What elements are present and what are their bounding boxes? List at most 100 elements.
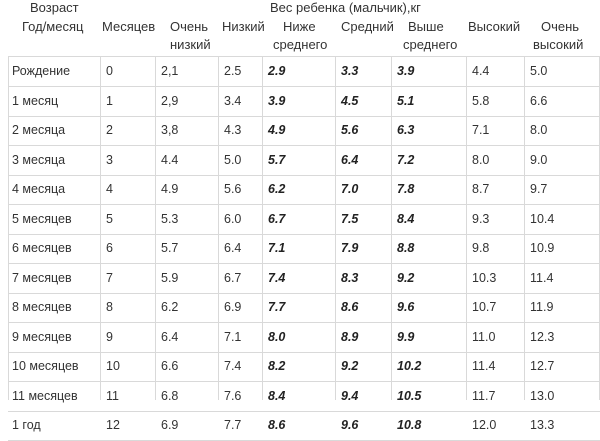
grid-line (335, 56, 336, 400)
cell-age: 3 месяца (12, 152, 66, 167)
cell-months: 12 (106, 418, 120, 432)
table-row: 1 год 12 6.9 7.7 8.6 9.6 10.8 12.0 13.3 (0, 411, 600, 441)
cell-very-high: 12.3 (530, 329, 555, 344)
cell-above-avg: 9.2 (397, 270, 415, 285)
cell-above-avg: 9.6 (397, 300, 415, 314)
row-divider (8, 381, 600, 382)
grid-line (155, 56, 156, 400)
cell-very-high: 13.0 (530, 388, 555, 403)
cell-high: 8.0 (472, 152, 490, 167)
cell-months: 9 (106, 329, 113, 344)
cell-high: 10.3 (472, 270, 497, 285)
cell-high: 11.7 (472, 388, 496, 403)
cell-very-high: 11.4 (530, 270, 554, 285)
table-row: 5 месяцев 5 5.3 6.0 6.7 7.5 8.4 9.3 10.4 (0, 205, 600, 235)
cell-above-avg: 9.9 (397, 329, 415, 344)
cell-age: 6 месяцев (12, 241, 72, 255)
cell-months: 4 (106, 182, 113, 196)
col-low-header: Низкий (222, 19, 265, 34)
col-very-high-header-line2: высокий (533, 37, 584, 52)
cell-months: 1 (106, 93, 113, 108)
months-header: Месяцев (102, 19, 156, 34)
cell-above-avg: 10.2 (397, 359, 422, 373)
grid-line (262, 56, 263, 400)
cell-above-avg: 3.9 (397, 64, 415, 78)
cell-below-avg: 3.9 (268, 93, 286, 108)
table-row: 11 месяцев 11 6.8 7.6 8.4 9.4 10.5 11.7 13.0 (0, 382, 600, 412)
cell-age: Рождение (12, 64, 71, 78)
cell-age: 1 год (12, 418, 41, 432)
cell-below-avg: 6.2 (268, 182, 286, 196)
cell-above-avg: 10.5 (397, 388, 422, 403)
cell-very-low: 5.9 (161, 270, 179, 285)
cell-age: 7 месяцев (12, 270, 72, 285)
table-row: 10 месяцев 10 6.6 7.4 8.2 9.2 10.2 11.4 12.7 (0, 352, 600, 382)
cell-below-avg: 8.4 (268, 388, 286, 403)
cell-low: 6.0 (224, 211, 242, 226)
cell-low: 6.7 (224, 270, 242, 285)
cell-very-high: 5.0 (530, 64, 548, 78)
cell-months: 3 (106, 152, 113, 167)
cell-above-avg: 5.1 (397, 93, 415, 108)
cell-avg: 7.0 (341, 182, 359, 196)
weight-title: Вес ребенка (мальчик),кг (270, 0, 421, 15)
cell-age: 11 месяцев (12, 388, 78, 403)
col-below-avg-header-line2: среднего (273, 37, 328, 52)
cell-very-high: 6.6 (530, 93, 548, 108)
cell-above-avg: 6.3 (397, 123, 415, 137)
row-divider (8, 351, 600, 353)
cell-very-low: 6.6 (161, 359, 179, 373)
cell-high: 9.8 (472, 241, 490, 255)
cell-very-high: 10.4 (530, 211, 555, 226)
cell-very-low: 4.9 (161, 182, 179, 196)
cell-avg: 7.9 (341, 241, 359, 255)
cell-below-avg: 2.9 (268, 64, 286, 78)
cell-months: 5 (106, 211, 113, 226)
col-avg-header: Средний (341, 19, 394, 34)
cell-very-low: 3,8 (161, 123, 179, 137)
row-divider (8, 263, 600, 264)
cell-above-avg: 7.2 (397, 152, 415, 167)
cell-very-high: 12.7 (530, 359, 555, 373)
col-below-avg-header-line1: Ниже (283, 19, 316, 34)
table-row: 6 месяцев 6 5.7 6.4 7.1 7.9 8.8 9.8 10.9 (0, 234, 600, 264)
cell-avg: 6.4 (341, 152, 359, 167)
row-divider (8, 145, 600, 146)
cell-above-avg: 8.8 (397, 241, 415, 255)
cell-very-high: 10.9 (530, 241, 555, 255)
table-row: 1 месяц 1 2,9 3.4 3.9 4.5 5.1 5.8 6.6 (0, 87, 600, 117)
col-very-low-header-line1: Очень (170, 19, 209, 34)
cell-months: 10 (106, 359, 120, 373)
cell-below-avg: 7.1 (268, 241, 286, 255)
grid-line (391, 56, 392, 400)
cell-age: 1 месяц (12, 93, 59, 108)
cell-very-low: 6.9 (161, 418, 179, 432)
row-divider (8, 292, 600, 294)
cell-high: 12.0 (472, 418, 497, 432)
cell-age: 4 месяца (12, 182, 66, 196)
table-row: 4 месяца 4 4.9 5.6 6.2 7.0 7.8 8.7 9.7 (0, 175, 600, 205)
col-above-avg-header-line1: Выше (408, 19, 444, 34)
cell-low: 3.4 (224, 93, 242, 108)
row-divider (8, 115, 600, 117)
grid-line (100, 56, 101, 400)
cell-very-low: 6.2 (161, 300, 179, 314)
cell-age: 8 месяцев (12, 300, 72, 314)
cell-very-low: 5.3 (161, 211, 179, 226)
col-very-high-header-line1: Очень (541, 19, 580, 34)
cell-avg: 3.3 (341, 64, 359, 78)
row-divider (8, 322, 600, 323)
cell-high: 10.7 (472, 300, 497, 314)
cell-avg: 7.5 (341, 211, 359, 226)
cell-low: 6.9 (224, 300, 242, 314)
cell-avg: 8.3 (341, 270, 359, 285)
cell-months: 11 (106, 388, 119, 403)
cell-high: 9.3 (472, 211, 490, 226)
grid-line (524, 56, 525, 400)
cell-very-high: 9.7 (530, 182, 548, 196)
cell-avg: 9.6 (341, 418, 359, 432)
cell-very-high: 13.3 (530, 418, 555, 432)
cell-low: 2.5 (224, 64, 242, 78)
cell-low: 7.1 (224, 329, 242, 344)
